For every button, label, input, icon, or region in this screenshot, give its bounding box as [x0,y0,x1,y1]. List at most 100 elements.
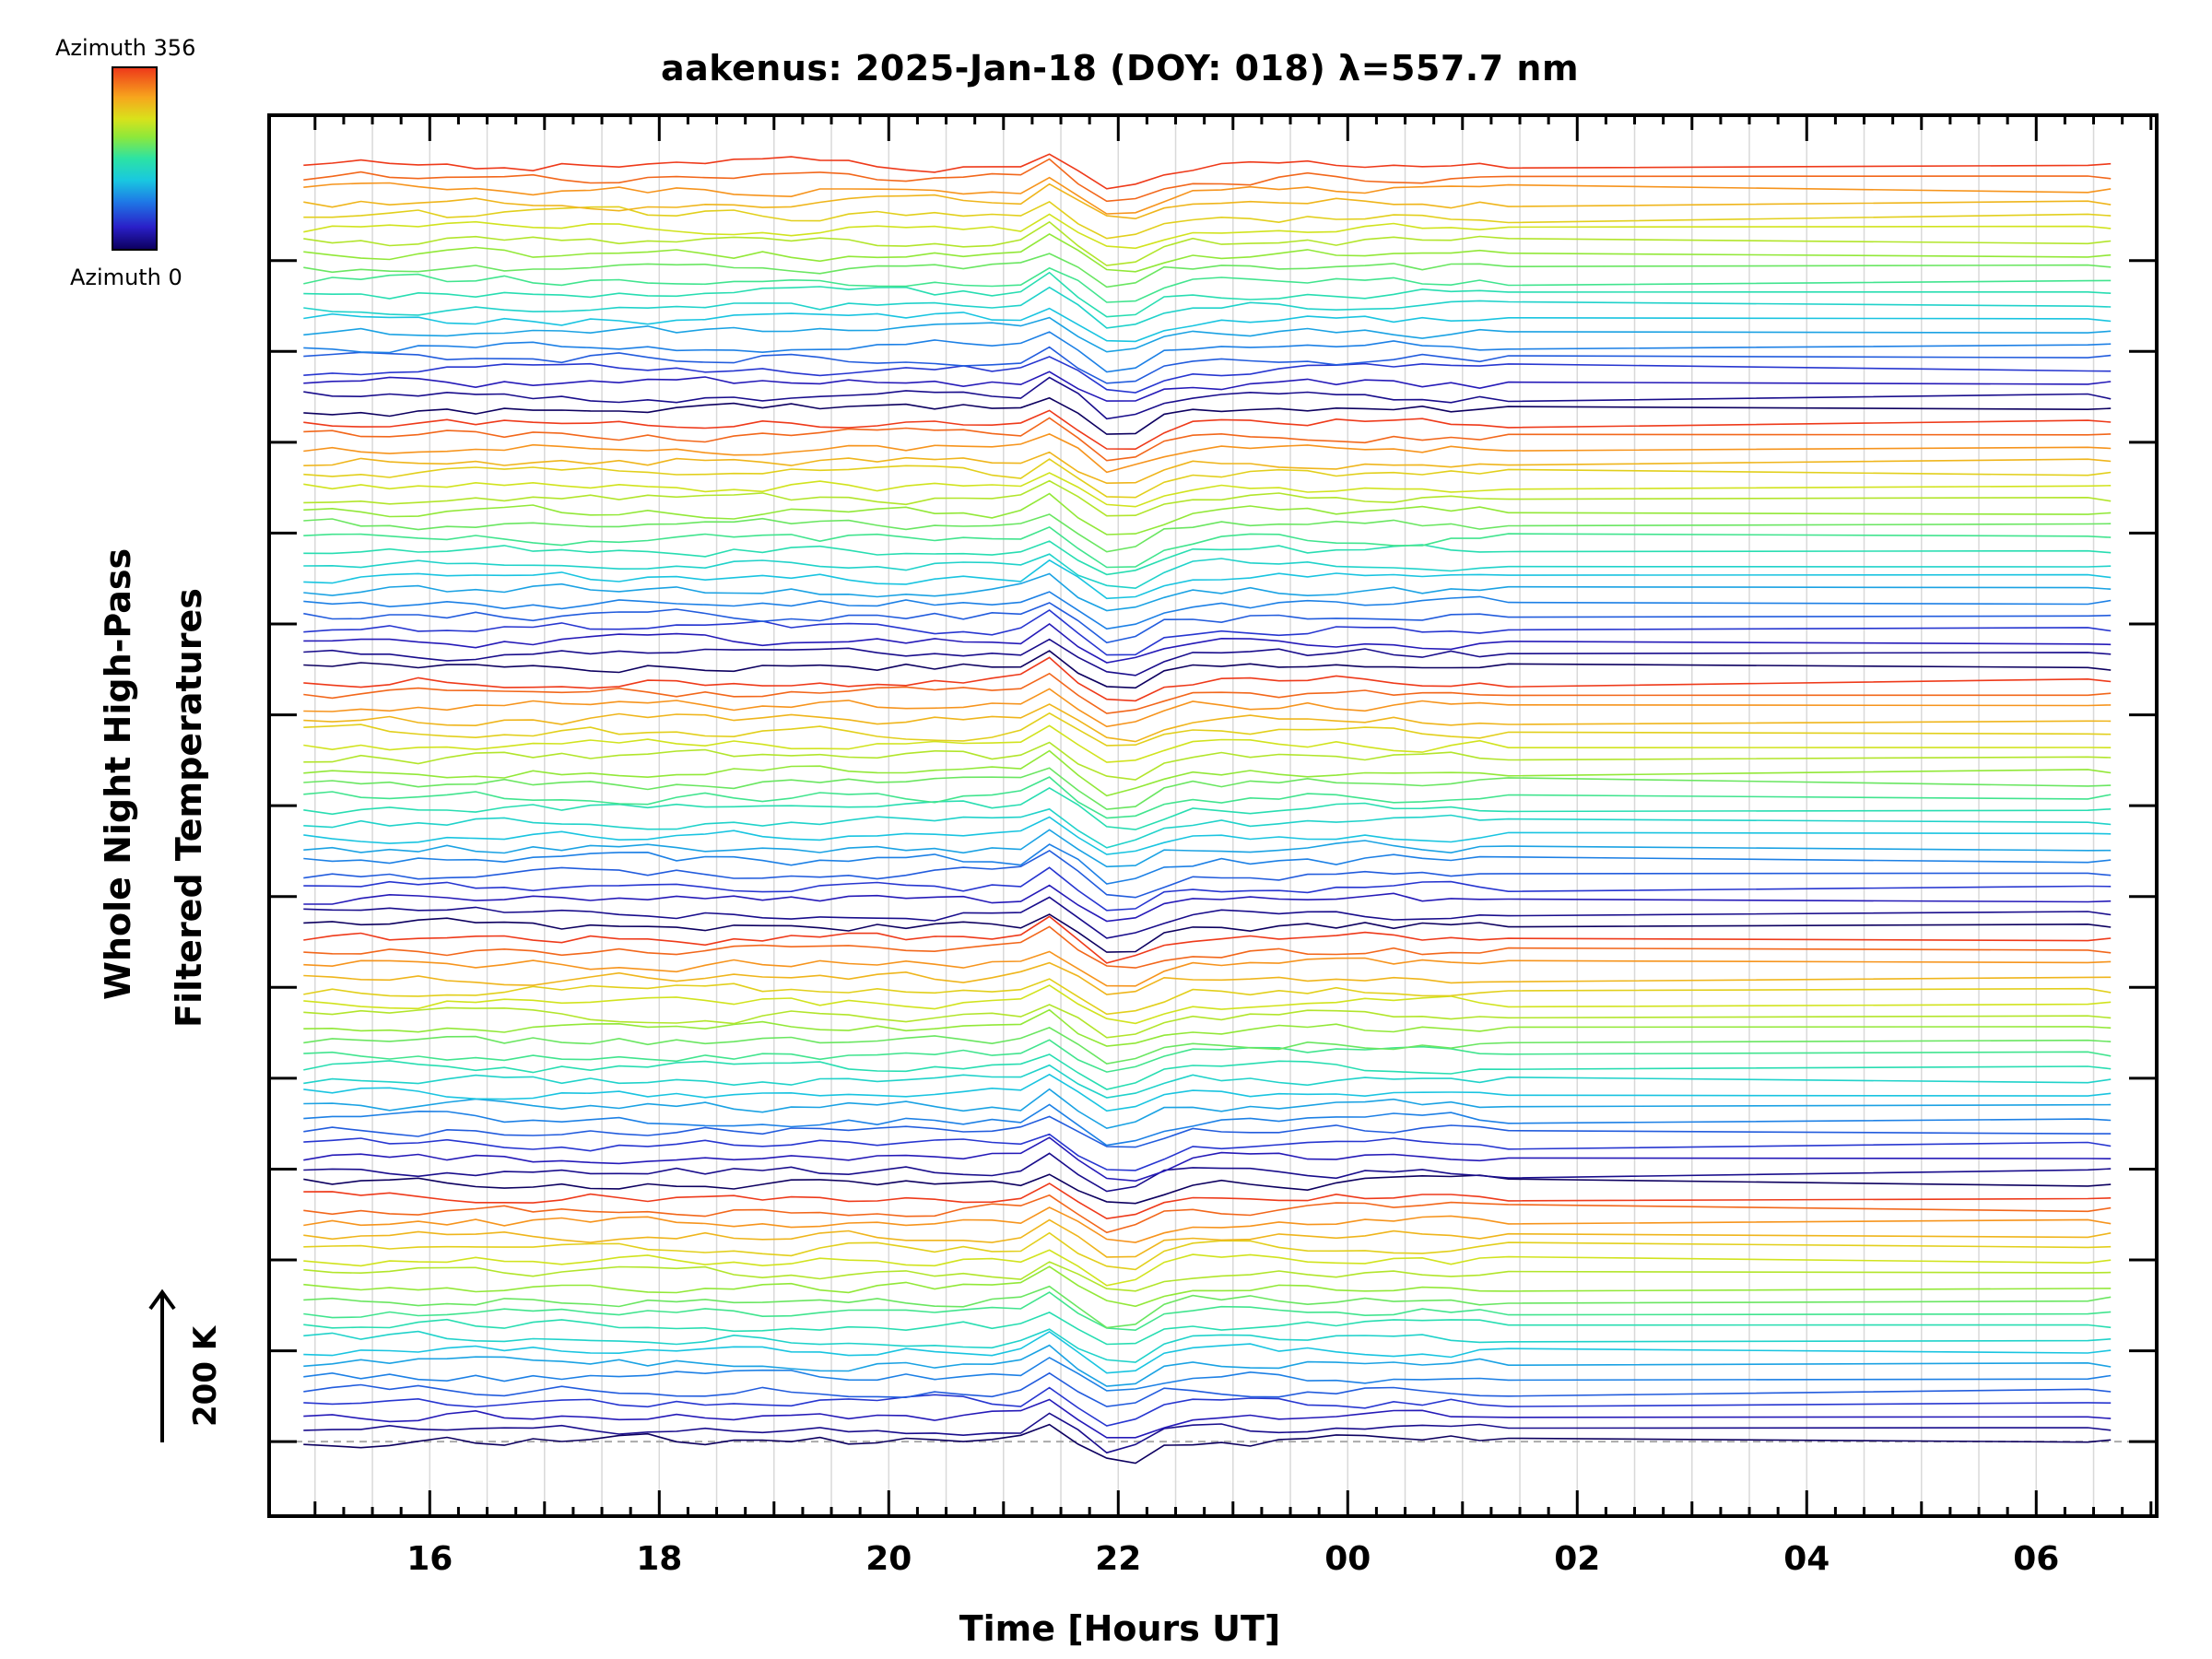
series-line [303,650,2112,689]
x-tick-label: 06 [2013,1540,2059,1578]
series-line [303,1115,2112,1148]
series-line [303,1423,2112,1465]
series-line [303,807,2112,849]
series-line [303,492,2112,535]
x-tick-label: 22 [1095,1540,1141,1578]
series-line [303,712,2112,747]
series-line [303,433,2112,474]
series-line [303,950,2112,987]
series-line [303,1073,2112,1112]
series-line [303,182,2112,220]
series-line [303,1027,2112,1065]
scale-arrow [148,1288,176,1442]
series-line [303,884,2112,923]
scale-bar-label: 200 K [187,1325,224,1427]
series-line [303,978,2112,1016]
series-line [303,1064,2112,1099]
series-line [303,271,2112,318]
series-line [303,776,2112,819]
series-line [303,356,2112,394]
series-line [303,724,2112,763]
series-line [303,553,2112,590]
series-line [303,232,2112,273]
series-line [303,1312,2112,1346]
series-line [303,1357,2112,1392]
series-line [303,307,2112,343]
series-line [303,346,2112,384]
series-line [303,371,2112,402]
series-line [303,1412,2112,1454]
series-line [303,749,2112,797]
series-line [303,376,2112,420]
series-line [303,1330,2112,1374]
colorbar-bottom-label: Azimuth 0 [70,265,182,290]
series-line [303,1265,2112,1308]
series-lines [303,153,2112,1465]
series-line [303,638,2112,677]
series-line [303,316,2112,353]
series-line [303,961,2112,995]
series-line [303,1285,2112,1329]
series-line [303,451,2112,485]
series-line [303,525,2112,569]
x-tick-label: 00 [1324,1540,1371,1578]
series-line [303,703,2112,743]
series-line [303,984,2112,1025]
series-line [303,609,2112,656]
azimuth-colorbar [112,66,158,251]
series-line [303,1328,2112,1363]
series-line [303,286,2112,329]
x-tick-label: 02 [1554,1540,1600,1578]
x-tick-label: 18 [636,1540,682,1578]
series-line [303,816,2112,855]
series-line [303,1103,2112,1147]
series-line [303,1218,2112,1258]
series-line [303,1194,2112,1234]
series-line [303,602,2112,644]
series-line [303,158,2112,203]
grid-lines [314,115,2095,1516]
series-line [303,1008,2112,1047]
series-line [303,896,2112,939]
series-line [303,1053,2112,1090]
series-line [303,572,2112,612]
colorbar-top-label: Azimuth 356 [55,35,196,61]
series-line [303,1136,2112,1182]
series-line [303,1088,2112,1130]
series-line [303,266,2112,303]
series-line [303,409,2112,451]
series-line [303,866,2112,912]
series-line [303,1004,2112,1039]
series-line [303,417,2112,462]
series-line [303,829,2112,868]
x-tick-labels: 16 18 20 22 00 02 04 06 [406,1540,2059,1578]
series-line [303,1291,2112,1332]
x-tick-label: 16 [406,1540,453,1578]
series-line [303,153,2112,190]
series-line [303,1039,2112,1073]
series-line [303,925,2112,969]
series-line [303,396,2112,435]
series-line [303,1249,2112,1287]
series-line [303,1182,2112,1220]
series-line [303,591,2112,630]
series-line [303,688,2112,728]
axis-ticks [269,115,2157,1516]
series-line [303,1386,2112,1427]
series-line [303,220,2112,266]
series-line [303,1398,2112,1439]
series-line [303,672,2112,714]
series-line [303,1231,2112,1271]
series-line [303,656,2112,702]
series-line [303,213,2112,250]
series-line [303,513,2112,553]
series-line [303,1152,2112,1193]
series-line [303,913,2112,953]
series-line [303,253,2112,288]
series-line [303,1206,2112,1243]
series-line [303,849,2112,899]
series-line [303,331,2112,373]
series-line [303,843,2112,885]
